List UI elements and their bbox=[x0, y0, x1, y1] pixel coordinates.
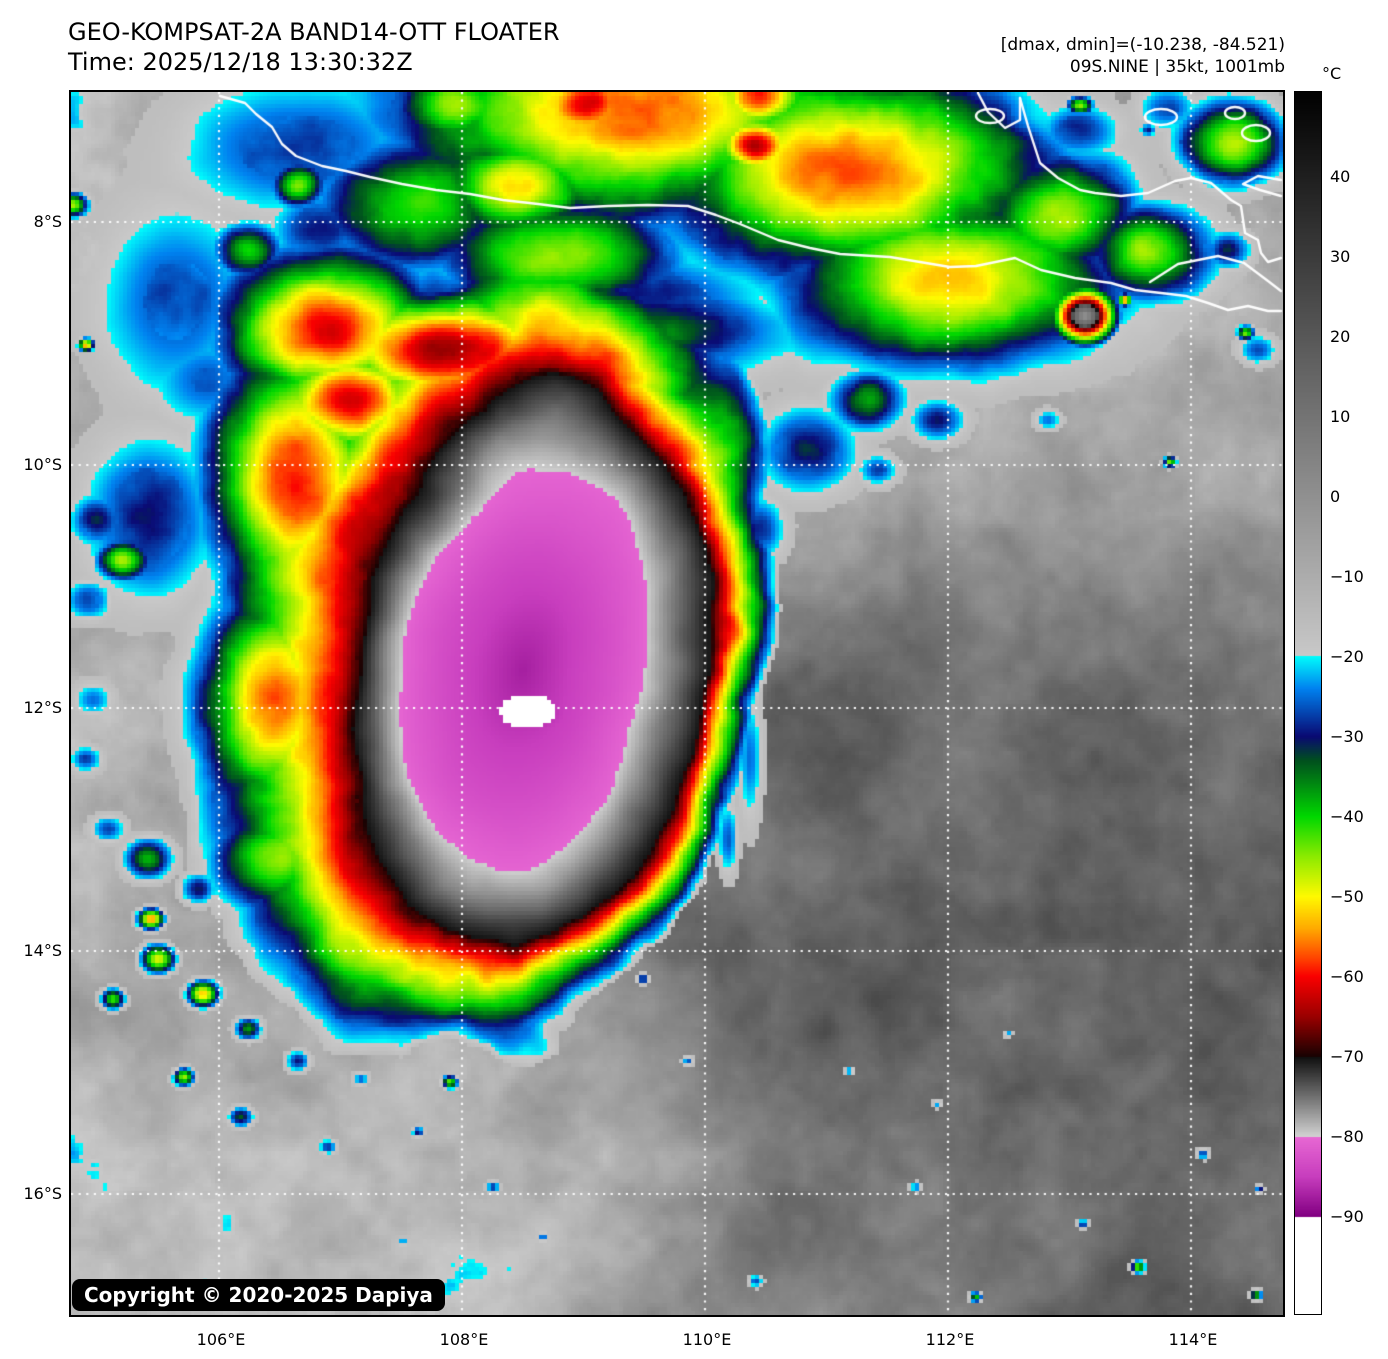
lat-tick-label: 16°S bbox=[23, 1184, 62, 1203]
colorbar-tick-label: −10 bbox=[1330, 567, 1364, 586]
lon-tick-label: 114°E bbox=[1168, 1330, 1218, 1349]
colorbar bbox=[1294, 91, 1322, 1315]
lon-tick-label: 110°E bbox=[682, 1330, 732, 1349]
storm-info-readout: 09S.NINE | 35kt, 1001mb bbox=[1069, 57, 1285, 77]
product-title: GEO-KOMPSAT-2A BAND14-OTT FLOATER bbox=[68, 18, 560, 46]
colorbar-tick-label: −30 bbox=[1330, 727, 1364, 746]
colorbar-tick-label: −70 bbox=[1330, 1047, 1364, 1066]
satellite-map-canvas bbox=[71, 92, 1283, 1315]
colorbar-tick-label: −90 bbox=[1330, 1207, 1364, 1226]
colorbar-tick-label: 40 bbox=[1330, 167, 1351, 186]
colorbar-tick-label: 30 bbox=[1330, 247, 1351, 266]
copyright-badge: Copyright © 2020-2025 Dapiya bbox=[72, 1279, 445, 1311]
lon-tick-label: 108°E bbox=[439, 1330, 489, 1349]
lat-tick-label: 8°S bbox=[33, 212, 62, 231]
colorbar-tick-label: 20 bbox=[1330, 327, 1351, 346]
colorbar-tick-label: −80 bbox=[1330, 1127, 1364, 1146]
colorbar-gradient bbox=[1295, 92, 1321, 1314]
lon-tick-label: 112°E bbox=[925, 1330, 975, 1349]
colorbar-tick-label: −20 bbox=[1330, 647, 1364, 666]
header-readouts: [dmax, dmin]=(-10.238, -84.521) 09S.NINE… bbox=[1001, 34, 1285, 78]
colorbar-tick-label: −60 bbox=[1330, 967, 1364, 986]
colorbar-tick-label: 0 bbox=[1330, 487, 1341, 506]
colorbar-tick-label: −40 bbox=[1330, 807, 1364, 826]
lon-tick-label: 106°E bbox=[196, 1330, 246, 1349]
timestamp: Time: 2025/12/18 13:30:32Z bbox=[68, 48, 413, 76]
colorbar-tick-label: −50 bbox=[1330, 887, 1364, 906]
colorbar-tick-label: 10 bbox=[1330, 407, 1351, 426]
lat-tick-label: 10°S bbox=[23, 455, 62, 474]
map-frame: Copyright © 2020-2025 Dapiya bbox=[69, 90, 1285, 1317]
lat-tick-label: 14°S bbox=[23, 941, 62, 960]
dmax-dmin-readout: [dmax, dmin]=(-10.238, -84.521) bbox=[1000, 35, 1285, 55]
lat-tick-label: 12°S bbox=[23, 698, 62, 717]
colorbar-unit-label: °C bbox=[1322, 64, 1342, 83]
